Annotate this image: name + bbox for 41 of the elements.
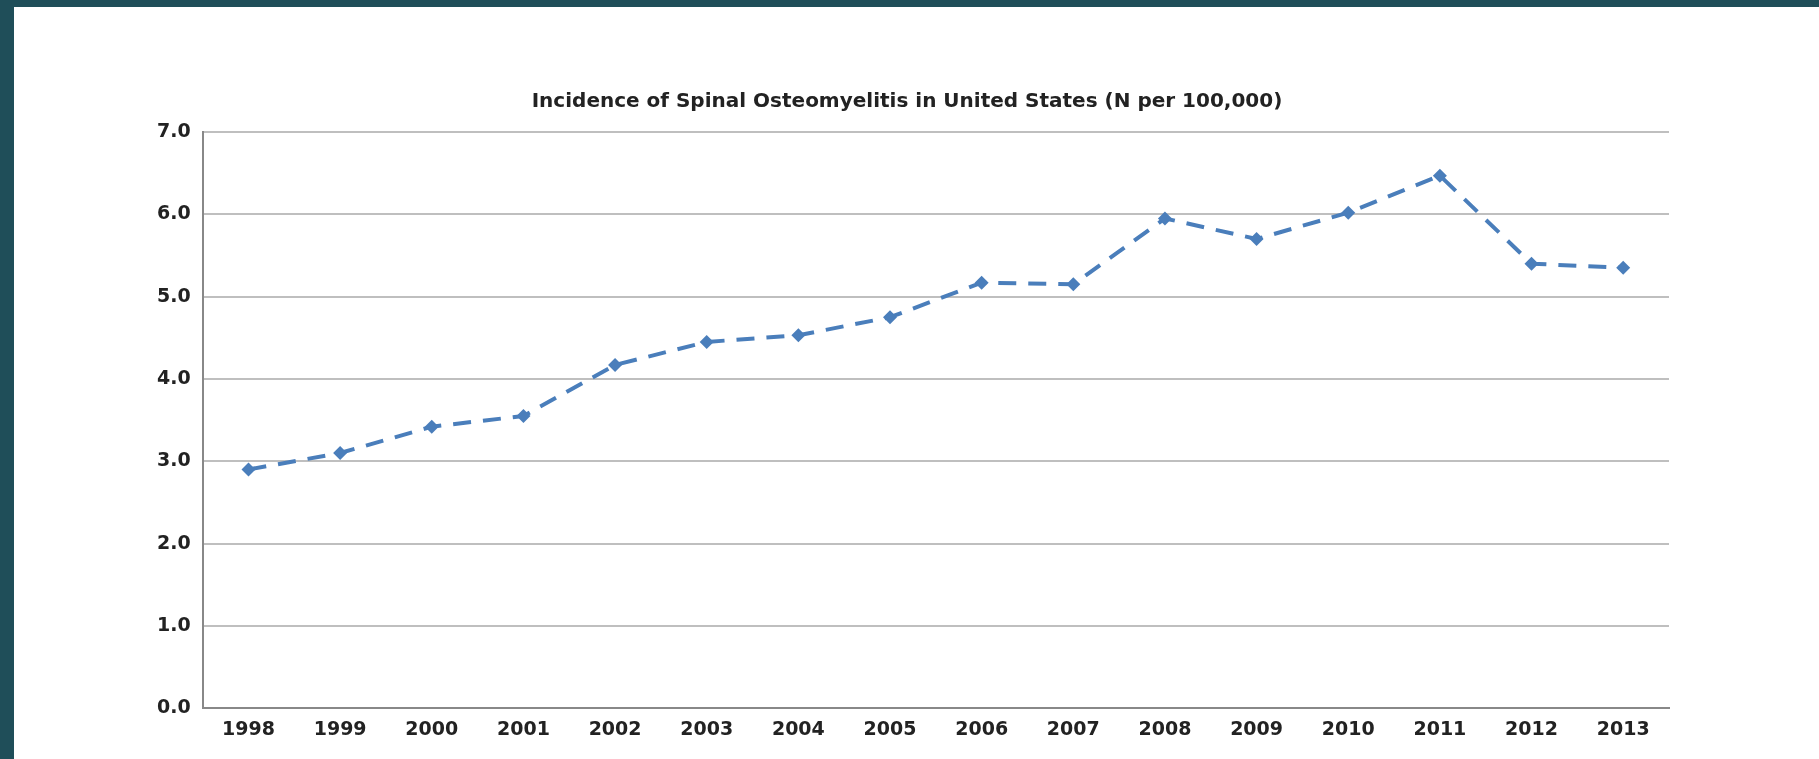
x-tick-label: 2012	[1505, 716, 1558, 739]
x-tick-label: 2011	[1413, 716, 1467, 739]
point	[608, 357, 623, 372]
x-tick-label: 2000	[405, 716, 459, 739]
point	[699, 334, 714, 349]
x-tick-label: 2006	[955, 716, 1009, 739]
x-tick-label: 2001	[496, 716, 550, 739]
x-tick-label: 2010	[1321, 716, 1375, 739]
point	[974, 275, 989, 290]
point	[791, 328, 806, 343]
point	[241, 462, 256, 477]
y-tick-label: 0.0	[156, 695, 191, 718]
point	[883, 310, 898, 325]
point	[1066, 277, 1081, 292]
point	[516, 408, 531, 423]
point	[424, 419, 439, 434]
x-tick-label: 2008	[1138, 716, 1192, 739]
x-tick-label: 2009	[1230, 716, 1284, 739]
y-tick-label: 3.0	[156, 448, 191, 471]
point	[1524, 256, 1539, 271]
x-tick-label: 2003	[680, 716, 734, 739]
y-tick-label: 2.0	[156, 530, 191, 553]
y-tick-label: 7.0	[156, 118, 191, 141]
x-tick-label: 2002	[588, 716, 642, 739]
y-tick-label: 1.0	[156, 612, 191, 635]
y-tick-label: 6.0	[156, 201, 191, 224]
chart-title: Incidence of Spinal Osteomyelitis in United States (N per 100,000)	[531, 88, 1283, 113]
x-tick-label: 2004	[771, 716, 825, 739]
y-tick-label: 5.0	[156, 283, 191, 306]
x-tick-label: 2005	[863, 716, 917, 739]
x-tick-label: 1998	[222, 716, 275, 739]
y-tick-label: 4.0	[156, 365, 191, 388]
point	[1432, 168, 1447, 183]
x-tick-label: 1999	[313, 716, 367, 739]
point	[1616, 260, 1631, 275]
x-tick-label: 2007	[1046, 716, 1100, 739]
point	[1157, 211, 1172, 226]
point	[333, 446, 348, 461]
point	[1249, 232, 1264, 247]
x-tick-label: 2013	[1596, 716, 1650, 739]
point	[1341, 205, 1356, 220]
